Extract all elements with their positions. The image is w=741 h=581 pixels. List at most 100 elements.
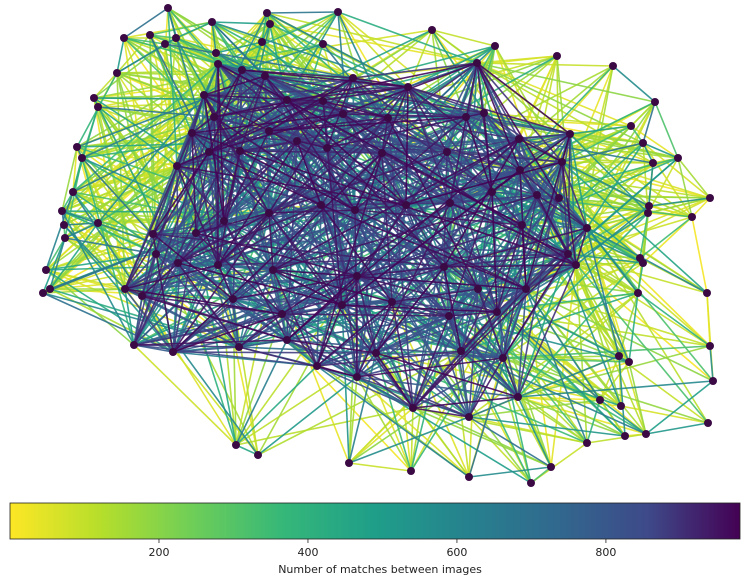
graph-edge: [517, 380, 714, 398]
graph-edge: [239, 150, 356, 211]
graph-edge: [639, 216, 693, 259]
graph-edge: [468, 288, 527, 418]
graph-edge: [342, 113, 493, 193]
graph-node: [345, 459, 353, 467]
graph-edge: [352, 77, 409, 88]
graph-node: [353, 373, 361, 381]
graph-edge: [354, 152, 383, 211]
graph-edge: [217, 63, 519, 398]
graph-edge: [468, 396, 519, 418]
graph-edge: [223, 147, 328, 222]
graph-edge: [241, 69, 288, 101]
graph-node: [212, 49, 220, 57]
graph-node: [313, 362, 321, 370]
graph-node: [384, 114, 392, 122]
colorbar-tick-label: 800: [595, 546, 616, 559]
graph-edge: [356, 357, 504, 378]
graph-edge: [356, 376, 532, 484]
graph-edge: [637, 262, 644, 294]
graph-edge: [268, 130, 407, 206]
graph-node: [61, 234, 69, 242]
graph-edge: [217, 204, 322, 266]
graph-edge: [412, 253, 569, 409]
graph-edge: [356, 275, 393, 303]
graph-node: [465, 413, 473, 421]
graph-edge: [208, 77, 354, 153]
graph-node: [651, 98, 659, 106]
graph-edge: [341, 304, 470, 418]
graph-edge: [642, 142, 679, 159]
graph-edge: [677, 157, 693, 218]
graph-node: [465, 473, 473, 481]
graph-edge: [405, 86, 409, 206]
graph-node: [639, 259, 647, 267]
colorbar-ticks: 200 400 600 800: [148, 539, 616, 559]
graph-edge: [375, 315, 450, 354]
graph-edge: [217, 140, 298, 266]
graph-node: [319, 40, 327, 48]
graph-node: [229, 295, 237, 303]
graph-node: [627, 122, 635, 130]
graph-edge: [235, 339, 288, 446]
graph-node: [58, 207, 66, 215]
graph-edge: [141, 295, 240, 348]
graph-node: [169, 348, 177, 356]
graph-node: [428, 26, 436, 34]
graph-edge: [195, 151, 210, 234]
graph-edge: [42, 237, 66, 294]
graph-edge: [238, 313, 283, 348]
graph-edge: [177, 262, 274, 271]
graph-edge: [177, 212, 270, 264]
colorbar-tick-label: 600: [446, 546, 467, 559]
graph-edge: [569, 133, 649, 214]
graph-edge: [316, 365, 358, 378]
graph-node: [293, 137, 301, 145]
graph-edge: [448, 315, 630, 363]
graph-edge: [348, 416, 470, 464]
graph-edge: [286, 99, 356, 211]
graph-edge: [628, 361, 647, 435]
graph-edge: [141, 94, 205, 297]
graph-edge: [211, 21, 271, 25]
graph-edge: [191, 132, 322, 206]
graph-edge: [232, 275, 358, 300]
graph-edge: [476, 62, 644, 144]
graph-node: [46, 285, 54, 293]
graph-edge: [261, 41, 354, 79]
graph-node: [164, 4, 172, 12]
graph-edge: [525, 288, 588, 444]
graph-edge: [208, 69, 243, 153]
graph-node: [688, 213, 696, 221]
graph-edge: [337, 11, 409, 88]
graph-edge: [223, 130, 270, 222]
graph-node: [283, 96, 291, 104]
graph-node: [351, 206, 359, 214]
colorbar-tick-label: 400: [297, 546, 318, 559]
graph-edge: [575, 227, 588, 266]
graph-edge: [519, 65, 614, 171]
graph-edge: [64, 222, 99, 239]
graph-edge: [76, 75, 266, 148]
graph-edge: [172, 313, 283, 353]
graph-edge: [316, 152, 383, 367]
graph-edge: [476, 62, 563, 163]
graph-edge: [387, 45, 496, 119]
graph-node: [323, 144, 331, 152]
graph-node: [443, 148, 451, 156]
graph-edge: [286, 339, 412, 472]
graph-edge: [141, 295, 288, 341]
graph-edge: [567, 253, 709, 424]
graph-edge: [141, 295, 259, 456]
graph-edge: [449, 112, 485, 204]
graph-edge: [496, 311, 519, 398]
graph-node: [174, 259, 182, 267]
graph-edge: [517, 257, 641, 398]
graph-edge: [586, 142, 644, 229]
graph-edge: [272, 138, 520, 271]
graph-edge: [217, 63, 225, 222]
graph-node: [609, 62, 617, 70]
graph-edge: [264, 75, 389, 119]
graph-edge: [569, 133, 588, 229]
graph-node: [709, 377, 717, 385]
graph-edge: [575, 264, 639, 294]
